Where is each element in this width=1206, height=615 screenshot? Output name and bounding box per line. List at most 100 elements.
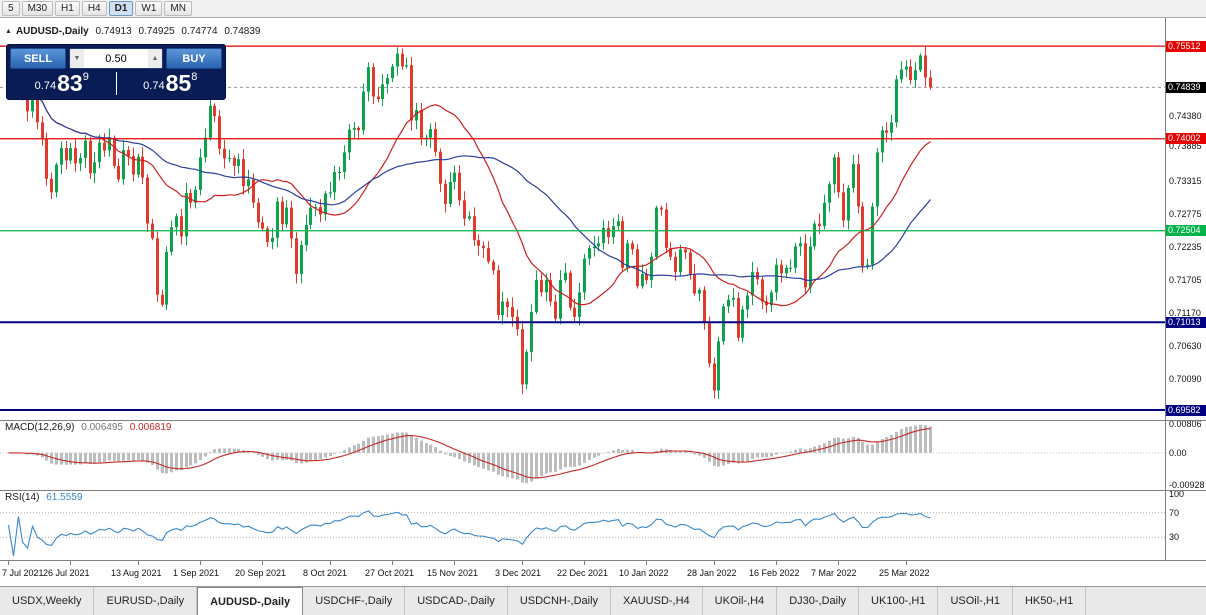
volume-decrease-icon[interactable]: ▼ (70, 49, 84, 68)
time-axis-label: 28 Jan 2022 (687, 568, 737, 578)
macd-tick-label: 0.00806 (1169, 419, 1202, 430)
chart-tab-usdx-weekly[interactable]: USDX,Weekly (0, 587, 95, 615)
timeframe-button-w1[interactable]: W1 (135, 1, 163, 16)
ohlc-close: 0.74839 (224, 26, 261, 37)
sell-price-big: 83 (57, 70, 83, 96)
macd-histogram-layer (7, 424, 932, 484)
chart-tab-audusd-daily[interactable]: AUDUSD-,Daily (197, 587, 304, 615)
time-axis-tick (584, 561, 585, 565)
volume-input[interactable] (84, 49, 148, 68)
time-axis-tick (454, 561, 455, 565)
chart-tab-ukoil-h4[interactable]: UKOil-,H4 (703, 587, 778, 615)
rsi-tick-label: 70 (1169, 507, 1180, 518)
timeframe-button-mn[interactable]: MN (164, 1, 192, 16)
price-tick-label: 0.71705 (1169, 274, 1202, 285)
chart-tab-uk100-h1[interactable]: UK100-,H1 (859, 587, 939, 615)
candlesticks-layer (7, 46, 932, 399)
time-axis-tick (646, 561, 647, 565)
chart-tab-usoil-h1[interactable]: USOil-,H1 (938, 587, 1013, 615)
chart-tab-xauusd-h4[interactable]: XAUUSD-,H4 (611, 587, 703, 615)
buy-price-display: 0.74 85 8 (119, 71, 223, 96)
time-axis-tick (522, 561, 523, 565)
time-axis-label: 7 Jul 2021 (2, 568, 44, 578)
panel-separator[interactable] (0, 560, 1206, 561)
chart-tab-usdcad-daily[interactable]: USDCAD-,Daily (405, 587, 508, 615)
time-axis-tick (70, 561, 71, 565)
macd-header: MACD(12,26,9) 0.006495 0.006819 (5, 422, 175, 433)
chart-tab-dj30-daily[interactable]: DJ30-,Daily (777, 587, 860, 615)
price-tick-label: 0.74380 (1169, 110, 1202, 121)
chart-tab-hk50-h1[interactable]: HK50-,H1 (1013, 587, 1087, 615)
time-axis-label: 8 Oct 2021 (303, 568, 348, 578)
time-axis-tick (392, 561, 393, 565)
level-price-badge: 0.71013 (1166, 316, 1206, 328)
chart-tab-usdchf-daily[interactable]: USDCHF-,Daily (303, 587, 406, 615)
rsi-tick-label: 100 (1169, 489, 1185, 499)
panel-separator[interactable] (0, 490, 1206, 491)
price-tick-label: 0.73885 (1169, 140, 1202, 151)
timeframe-button-d1[interactable]: D1 (108, 1, 134, 16)
time-axis-tick (8, 561, 9, 565)
price-chart-canvas[interactable] (0, 18, 1165, 420)
macd-panel[interactable]: MACD(12,26,9) 0.006495 0.006819 (0, 420, 1165, 490)
current-price-badge: 0.74839 (1166, 81, 1206, 93)
level-price-badge: 0.74002 (1166, 133, 1206, 145)
price-tick-label: 0.71170 (1169, 307, 1201, 318)
rsi-label: RSI(14) (5, 492, 40, 503)
buy-price-big: 85 (165, 70, 192, 96)
time-axis-tick (330, 561, 331, 565)
time-axis-tick (138, 561, 139, 565)
sell-price-sup: 9 (82, 71, 89, 83)
price-tick-label: 0.70090 (1169, 373, 1202, 384)
level-price-badge: 0.69582 (1166, 404, 1206, 416)
sell-button[interactable]: SELL (10, 48, 66, 69)
chart-tab-usdcnh-daily[interactable]: USDCNH-,Daily (508, 587, 612, 615)
time-axis-label: 13 Aug 2021 (111, 568, 162, 578)
price-axis[interactable]: 0.74380 0.73885 0.73315 0.72775 0.72235 0.717… (1165, 18, 1206, 560)
buy-price-prefix: 0.74 (143, 80, 165, 92)
one-click-trading-panel: SELL ▼ ▲ BUY 0.74 83 9 0.74 85 8 (6, 44, 226, 100)
time-axis-label: 7 Mar 2022 (811, 568, 857, 578)
timeframe-button-5[interactable]: 5 (2, 1, 20, 16)
time-axis-label: 27 Oct 2021 (365, 568, 415, 578)
time-axis-label: 25 Mar 2022 (879, 568, 930, 578)
time-axis-tick (776, 561, 777, 565)
rsi-canvas[interactable] (0, 490, 1165, 560)
price-tick-label: 0.72235 (1169, 242, 1202, 253)
panel-separator[interactable] (0, 420, 1206, 421)
macd-label: MACD(12,26,9) (5, 422, 75, 433)
buy-button[interactable]: BUY (166, 48, 222, 69)
time-axis-tick (906, 561, 907, 565)
rsi-tick-label: 30 (1169, 532, 1180, 543)
ohlc-high: 0.74925 (138, 26, 175, 37)
chart-tab-bar: USDX,Weekly EURUSD-,Daily AUDUSD-,Daily USD… (0, 586, 1206, 615)
ohlc-low: 0.74774 (181, 26, 218, 37)
time-axis-tick (838, 561, 839, 565)
time-axis-label: 22 Dec 2021 (557, 568, 609, 578)
time-axis-label: 1 Sep 2021 (173, 568, 220, 578)
chart-symbol-label: AUDUSD-,Daily (15, 26, 89, 37)
ohlc-open: 0.74913 (95, 26, 132, 37)
timeframe-button-h1[interactable]: H1 (55, 1, 80, 16)
macd-canvas[interactable] (0, 420, 1165, 490)
chart-tab-eurusd-daily[interactable]: EURUSD-,Daily (94, 587, 198, 615)
timeframe-button-h4[interactable]: H4 (81, 1, 107, 16)
time-axis[interactable]: 7 Jul 2021 26 Jul 2021 13 Aug 2021 1 Sep 20… (0, 561, 1206, 586)
main-chart-panel[interactable]: ▲ AUDUSD-,Daily 0.74913 0.74925 0.74774 0… (0, 18, 1165, 420)
macd-signal-value: 0.006819 (129, 422, 172, 433)
volume-increase-icon[interactable]: ▲ (148, 49, 162, 68)
time-axis-label: 15 Nov 2021 (427, 568, 479, 578)
time-axis-label: 20 Sep 2021 (235, 568, 287, 578)
level-price-badge: 0.72504 (1166, 225, 1206, 237)
price-tick-label: 0.73315 (1169, 175, 1202, 186)
macd-tick-label: -0.00928 (1169, 480, 1205, 490)
ma-slow-line (8, 84, 931, 282)
time-axis-tick (262, 561, 263, 565)
timeframe-button-m30[interactable]: M30 (21, 1, 54, 16)
ma-fast-line (8, 84, 931, 307)
time-axis-tick (714, 561, 715, 565)
buy-price-sup: 8 (191, 71, 198, 83)
rsi-panel[interactable]: RSI(14) 61.5559 (0, 490, 1165, 560)
time-axis-label: 10 Jan 2022 (619, 568, 669, 578)
